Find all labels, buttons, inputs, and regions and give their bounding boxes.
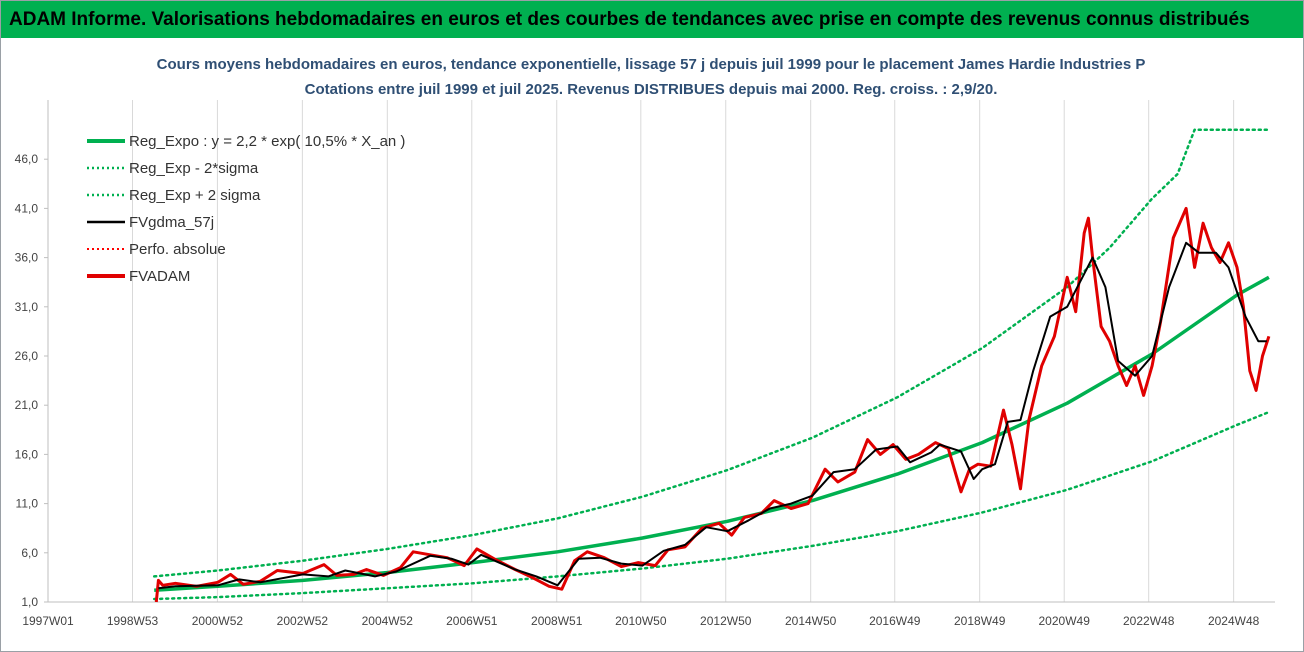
legend-label-reg-exp-plus: Reg_Exp + 2 sigma [129,187,261,204]
y-tick-label: 11,0 [16,497,39,511]
legend-item-perfo-absolue: Perfo. absolue [87,241,226,258]
x-tick-label: 2000W52 [192,614,244,628]
legend-item-reg-exp-minus: Reg_Exp - 2*sigma [87,160,259,177]
series-reg-exp-plus-2sigma [152,128,1271,578]
legend-label-fvgdma: FVgdma_57j [129,214,214,231]
legend-label-fvadam: FVADAM [129,268,190,285]
x-tick-label: 2006W51 [446,614,498,628]
chart-axes: 1997W01 1998W53 2000W52 2002W52 2004W52 2006W… [15,100,1275,628]
y-tick-label: 21,0 [15,398,39,412]
x-tick-label: 1997W01 [22,614,74,628]
y-tick-label: 1,0 [21,595,38,609]
y-tick-label: 6,0 [21,546,38,560]
report-banner: ADAM Informe. Valorisations hebdomadaire… [1,1,1303,38]
legend: Reg_Expo : y = 2,2 * exp( 10,5% * X_an )… [87,133,405,285]
x-tick-label: 2022W48 [1123,614,1175,628]
chart-title: Cours moyens hebdomadaires en euros, ten… [157,56,1146,73]
legend-item-fvadam: FVADAM [87,268,190,285]
series-fvgdma-57j [158,241,1267,590]
legend-item-reg-expo: Reg_Expo : y = 2,2 * exp( 10,5% * X_an ) [87,133,405,150]
series-reg-expo [154,275,1270,592]
x-tick-label: 2016W49 [869,614,921,628]
y-tick-label: 46,0 [15,152,39,166]
x-tick-label: 2014W50 [785,614,837,628]
chart-subtitle: Cotations entre juil 1999 et juil 2025. … [305,81,998,98]
y-tick-label: 26,0 [15,349,39,363]
legend-item-reg-exp-plus: Reg_Exp + 2 sigma [87,187,261,204]
legend-label-perfo-absolue: Perfo. absolue [129,241,226,258]
series-reg-exp-minus-2sigma [152,410,1271,601]
line-chart: Cours moyens hebdomadaires en euros, ten… [15,56,1275,628]
legend-item-fvgdma: FVgdma_57j [87,214,214,231]
x-tick-label: 2012W50 [700,614,752,628]
x-tick-label: 2004W52 [362,614,414,628]
x-tick-label: 2008W51 [531,614,583,628]
x-tick-label: 2010W50 [615,614,667,628]
x-tick-label: 2018W49 [954,614,1006,628]
x-tick-label: 1998W53 [107,614,159,628]
y-tick-label: 16,0 [15,447,39,461]
legend-label-reg-exp-minus: Reg_Exp - 2*sigma [129,160,259,177]
vertical-gridlines [47,100,1235,602]
series-fvadam [154,206,1271,603]
y-tick-label: 36,0 [15,251,39,265]
y-tick-label: 41,0 [15,201,39,215]
y-tick-label: 31,0 [15,300,39,314]
x-tick-label: 2002W52 [277,614,329,628]
legend-label-reg-expo: Reg_Expo : y = 2,2 * exp( 10,5% * X_an ) [129,133,405,150]
series-layer [152,128,1271,603]
x-tick-label: 2020W49 [1039,614,1091,628]
x-tick-label: 2024W48 [1208,614,1260,628]
